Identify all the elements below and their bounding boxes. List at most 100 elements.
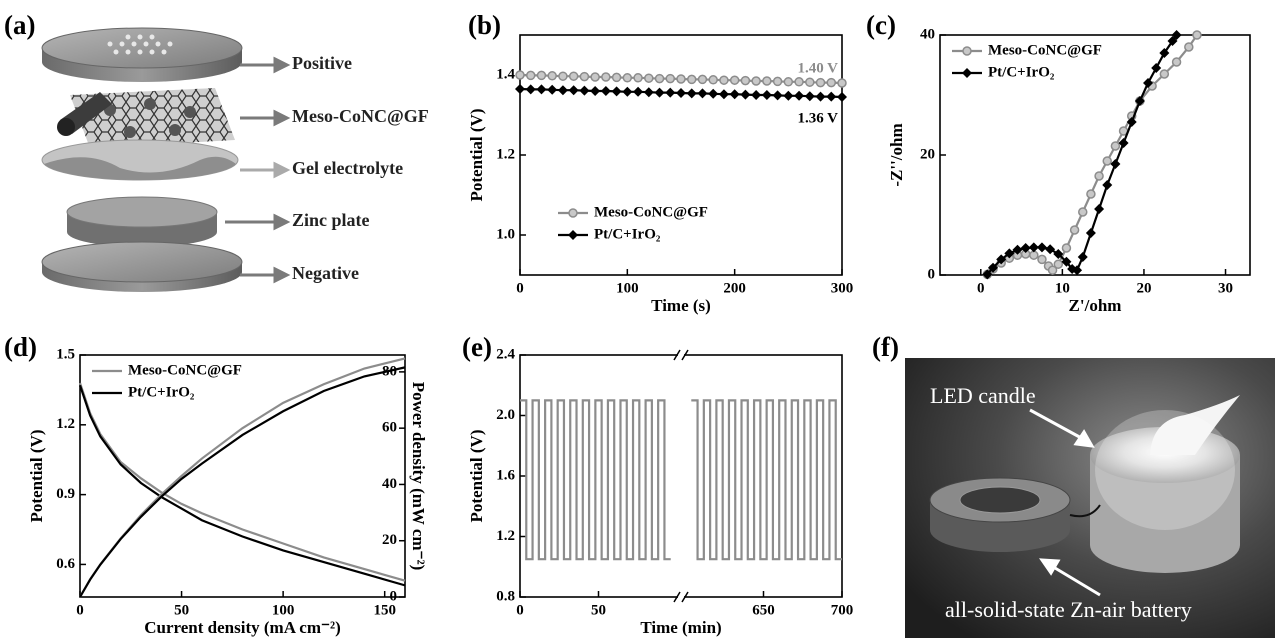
- marker: [1102, 156, 1112, 166]
- axis-break-gap: [678, 353, 684, 357]
- y-axis-label: Potential (V): [467, 108, 486, 201]
- y-tick-label: 1.5: [56, 346, 75, 362]
- x-tick-label: 0: [977, 280, 985, 296]
- marker: [826, 77, 837, 88]
- layer-label: Gel electrolyte: [292, 158, 403, 178]
- marker: [611, 72, 622, 83]
- y2-tick-label: 40: [382, 476, 397, 492]
- marker: [988, 262, 999, 273]
- marker: [515, 70, 525, 80]
- y-tick-label: 1.2: [56, 416, 75, 432]
- marker: [558, 71, 568, 81]
- marker: [794, 77, 804, 87]
- axis-break: [673, 349, 689, 361]
- marker: [1020, 243, 1031, 253]
- series-line: [78, 382, 406, 582]
- marker: [1036, 242, 1047, 253]
- panel-label: (f): [872, 332, 899, 362]
- x-tick-label: 10: [1055, 280, 1070, 296]
- x-axis-label: Time (min): [640, 618, 721, 637]
- marker: [1061, 243, 1072, 253]
- marker: [1004, 248, 1015, 259]
- marker: [982, 269, 993, 280]
- marker: [600, 86, 611, 96]
- marker: [1171, 30, 1182, 40]
- marker: [826, 91, 837, 102]
- y-tick-label: 1.2: [496, 146, 515, 162]
- battery-schematic: Positive Meso-CoNC@GF Gel electrolyte Zi…: [41, 27, 429, 292]
- x-axis-label: Time (s): [651, 296, 711, 315]
- marker: [579, 85, 590, 96]
- y-tick-label: 0.9: [56, 486, 75, 502]
- marker: [1061, 256, 1072, 267]
- axis-break: [673, 591, 689, 603]
- annotation: 1.40 V: [797, 60, 838, 76]
- marker: [751, 76, 761, 86]
- y2-tick-label: 20: [382, 532, 397, 548]
- plot-frame: [519, 34, 843, 276]
- marker: [783, 90, 794, 101]
- legend-marker: [568, 208, 578, 218]
- marker: [718, 89, 729, 100]
- marker: [815, 91, 826, 102]
- marker: [1085, 228, 1096, 238]
- marker: [622, 73, 633, 83]
- marker: [805, 77, 815, 87]
- marker: [815, 77, 826, 88]
- y-tick-label: 2.4: [496, 346, 515, 362]
- marker: [837, 78, 847, 88]
- y2-tick-label: 0: [390, 588, 398, 604]
- plot-frame: [519, 354, 843, 598]
- plot-frame: [939, 34, 1251, 276]
- y-tick-label: 20: [920, 146, 935, 162]
- marker: [996, 254, 1007, 265]
- marker: [1094, 204, 1105, 214]
- y-tick-label: 0.6: [56, 556, 75, 572]
- marker: [719, 75, 729, 85]
- marker: [1171, 57, 1182, 67]
- x-tick-label: 0: [516, 602, 524, 618]
- y2-axis-label: Power density (mW cm⁻²): [409, 382, 428, 571]
- layer-label: Negative: [292, 263, 359, 283]
- marker: [1053, 249, 1064, 259]
- marker: [751, 90, 762, 100]
- axis-break-gap: [678, 595, 684, 599]
- panel-label: (c): [866, 10, 896, 40]
- x-tick-label: 150: [373, 602, 396, 618]
- photo-annotation: LED candle: [930, 383, 1036, 408]
- marker: [525, 70, 536, 81]
- marker: [1192, 30, 1202, 40]
- marker: [1102, 180, 1113, 190]
- legend-label: Meso-CoNC@GF: [594, 204, 708, 220]
- marker: [686, 74, 697, 85]
- panel-label: (a): [4, 10, 35, 40]
- x-tick-label: 50: [591, 602, 606, 618]
- marker: [665, 87, 676, 98]
- marker: [1037, 254, 1047, 265]
- marker: [633, 86, 644, 97]
- legend-marker: [962, 68, 972, 78]
- marker: [1053, 259, 1064, 269]
- marker: [665, 73, 676, 84]
- series-line: [520, 399, 842, 561]
- y-tick-label: 1.0: [496, 226, 515, 242]
- marker: [1045, 244, 1056, 255]
- marker: [708, 75, 718, 85]
- x-tick-label: 0: [76, 602, 84, 618]
- series-line: [79, 366, 406, 598]
- marker: [547, 84, 558, 95]
- marker: [1012, 244, 1023, 255]
- marker: [1159, 69, 1170, 79]
- y-axis-label: -Z''/ohm: [887, 123, 906, 186]
- marker: [1047, 265, 1058, 275]
- marker: [1069, 225, 1080, 235]
- marker: [740, 75, 751, 86]
- marker: [515, 84, 525, 94]
- marker: [611, 86, 622, 97]
- marker: [1126, 117, 1137, 127]
- marker: [1143, 78, 1154, 88]
- y-axis-label: Potential (V): [27, 429, 46, 522]
- marker: [837, 92, 847, 102]
- marker: [536, 70, 547, 81]
- x-tick-label: 100: [616, 280, 639, 296]
